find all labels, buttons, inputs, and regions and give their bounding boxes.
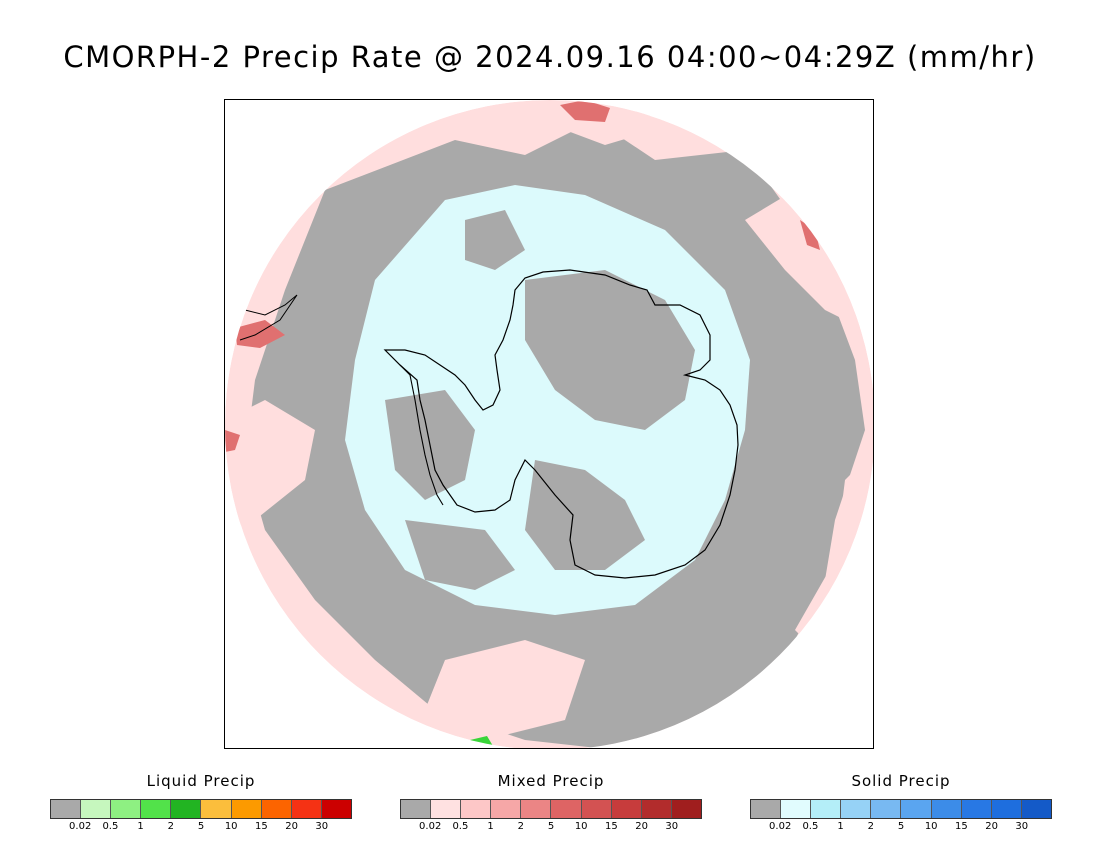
- no-precip-patch: [225, 400, 315, 530]
- legend-swatch: [931, 800, 962, 818]
- legend-tick-label: 20: [635, 821, 648, 832]
- legend-swatch: [991, 800, 1022, 818]
- legend-swatch: [901, 800, 932, 818]
- legend-swatch: [111, 800, 142, 818]
- legend-tick-labels: 0.02 0.5 1 2 5 10 15 20 30: [400, 821, 702, 835]
- legend-swatch: [641, 800, 672, 818]
- legend-swatch: [431, 800, 462, 818]
- south-america-tip: [239, 294, 298, 341]
- legend-swatch: [961, 800, 992, 818]
- legend-tick-label: 0.5: [802, 821, 819, 832]
- legend-tick-label: 10: [574, 821, 588, 832]
- heavy-mixed-precip-spot: [235, 320, 285, 348]
- heavy-mixed-precip-spot: [800, 220, 820, 250]
- legend-swatch: [521, 800, 552, 818]
- polar-precip-map: [224, 99, 874, 749]
- legend-swatch: [871, 800, 902, 818]
- legend-swatch: [781, 800, 812, 818]
- legend-swatch: [841, 800, 872, 818]
- legend-tick-label: 20: [985, 821, 998, 832]
- legend-tick-label: 5: [547, 821, 555, 832]
- legend-swatch: [81, 800, 112, 818]
- legend-tick-label: 2: [517, 821, 524, 832]
- no-precip-streak: [525, 270, 695, 430]
- legend-tick-label: 10: [224, 821, 238, 832]
- no-precip-streak: [525, 460, 645, 570]
- no-precip-patch: [425, 640, 585, 740]
- legend-swatch: [461, 800, 492, 818]
- legend-swatch: [51, 800, 82, 818]
- legend-tick-label: 0.02: [769, 821, 792, 832]
- legend-color-bar: [750, 799, 1052, 819]
- heavy-mixed-precip-spot: [225, 430, 240, 452]
- legend-tick-label: 0.02: [419, 821, 442, 832]
- precip-field: [225, 100, 873, 748]
- legend-tick-label: 1: [837, 821, 844, 832]
- legend-tick-label: 20: [285, 821, 298, 832]
- legend-tick-label: 10: [924, 821, 938, 832]
- legend-tick-label: 30: [1015, 821, 1029, 832]
- legend-tick-label: 5: [197, 821, 205, 832]
- legend-tick-label: 0.5: [102, 821, 119, 832]
- legend-tick-label: 15: [605, 821, 618, 832]
- legend-swatch: [671, 800, 701, 818]
- legend-swatch: [581, 800, 612, 818]
- legend-swatch: [201, 800, 232, 818]
- legend-tick-labels: 0.02 0.5 1 2 5 10 15 20 30: [50, 821, 352, 835]
- legend-tick-label: 30: [665, 821, 679, 832]
- map-title: CMORPH-2 Precip Rate @ 2024.09.16 04:00~…: [63, 40, 1037, 74]
- legend-swatch: [811, 800, 842, 818]
- heavy-mixed-precip-spot: [560, 100, 610, 122]
- legend-swatch: [491, 800, 522, 818]
- legend-tick-labels: 0.02 0.5 1 2 5 10 15 20 30: [750, 821, 1052, 835]
- legend-swatch: [291, 800, 322, 818]
- legend-tick-label: 1: [487, 821, 494, 832]
- legend-title: Liquid Precip: [146, 772, 256, 790]
- legend-swatch: [551, 800, 582, 818]
- antarctic-peninsula: [399, 364, 444, 506]
- solid-precip-legend: Solid Precip 0.02 0.5 1 2 5 10 15 20 30: [750, 772, 1052, 835]
- antarctica-coastline: [383, 269, 739, 579]
- legend-title: Solid Precip: [851, 772, 951, 790]
- legend-swatch: [231, 800, 262, 818]
- mixed-precip-legend: Mixed Precip 0.02 0.5 1 2 5 10 15 20 30: [400, 772, 702, 835]
- legend-tick-label: 5: [897, 821, 905, 832]
- legend-swatch: [1021, 800, 1051, 818]
- legend-swatch: [171, 800, 202, 818]
- legend-tick-label: 15: [255, 821, 268, 832]
- legend-title: Mixed Precip: [497, 772, 605, 790]
- no-precip-patch: [745, 190, 865, 330]
- legend-tick-label: 2: [167, 821, 174, 832]
- no-precip-streak: [405, 520, 515, 590]
- legend-tick-label: 0.02: [69, 821, 92, 832]
- legend-swatch: [141, 800, 172, 818]
- legend-tick-label: 15: [955, 821, 968, 832]
- liquid-precip-legend: Liquid Precip 0.02 0.5 1 2 5 10 15 20 30: [50, 772, 352, 835]
- legend-tick-label: 1: [137, 821, 144, 832]
- legend-swatch: [401, 800, 432, 818]
- legend-swatch: [321, 800, 351, 818]
- legend-tick-label: 30: [315, 821, 329, 832]
- legend-swatch: [751, 800, 782, 818]
- legend-color-bar: [50, 799, 352, 819]
- legend-color-bar: [400, 799, 702, 819]
- legend-swatch: [611, 800, 642, 818]
- legend-tick-label: 0.5: [452, 821, 469, 832]
- legend-tick-label: 2: [867, 821, 874, 832]
- no-precip-streak: [465, 210, 525, 270]
- legend-swatch: [261, 800, 292, 818]
